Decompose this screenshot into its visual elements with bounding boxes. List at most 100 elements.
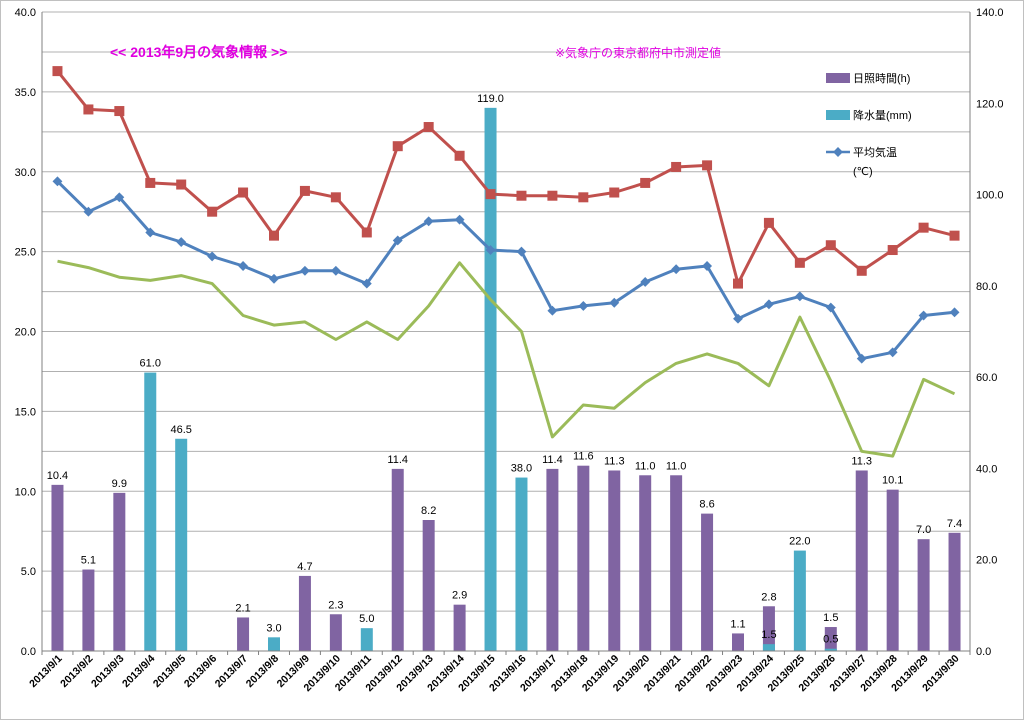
marker-temp_max	[733, 278, 743, 289]
legend-label-temp: 平均気温	[853, 145, 897, 159]
left-axis-tick-label: 30.0	[15, 167, 36, 179]
marker-temp_max	[918, 222, 929, 233]
marker-temp_avg	[269, 273, 279, 284]
right-axis-tick-label: 120.0	[976, 98, 1004, 110]
marker-temp_max	[392, 141, 403, 152]
bar-rain	[360, 628, 373, 651]
marker-temp_avg	[794, 291, 805, 302]
marker-temp_avg	[52, 176, 63, 187]
line-temp_max	[56, 70, 955, 286]
bar-series	[51, 107, 961, 652]
bar-sunshine	[298, 575, 311, 651]
marker-temp_max	[763, 217, 774, 228]
data-label-sunshine: 5.1	[81, 555, 96, 567]
marker-temp_max	[145, 177, 156, 188]
marker-temp_max	[361, 227, 372, 238]
marker-temp_avg	[392, 235, 403, 246]
marker-temp_avg	[176, 237, 187, 247]
data-label-rain: 1.5	[761, 629, 776, 641]
data-label-sunshine: 11.4	[542, 454, 563, 466]
marker-temp_avg	[516, 246, 527, 257]
bar-rain	[484, 107, 497, 652]
marker-temp_max	[83, 104, 94, 115]
marker-temp_avg	[547, 305, 558, 316]
bar-sunshine	[855, 470, 868, 651]
marker-temp_max	[794, 257, 805, 268]
marker-temp_max	[176, 179, 187, 190]
bar-sunshine	[577, 465, 590, 651]
bar-sunshine	[886, 489, 899, 651]
right-axis-tick-label: 0.0	[976, 646, 991, 658]
data-label-sunshine: 9.9	[112, 478, 127, 490]
bar-sunshine	[701, 513, 714, 651]
data-label-sunshine: 11.4	[387, 454, 408, 466]
bar-sunshine	[670, 475, 683, 651]
left-axis-tick-label: 10.0	[15, 486, 36, 498]
marker-temp_avg	[361, 278, 372, 289]
bar-sunshine	[391, 468, 404, 651]
marker-temp_max	[330, 192, 341, 203]
marker-temp_avg	[609, 297, 620, 308]
marker-temp_max	[207, 206, 218, 217]
right-axis-tick-label: 20.0	[976, 555, 997, 567]
bar-rain	[144, 372, 157, 651]
marker-temp_max	[454, 150, 465, 161]
left-axis-tick-label: 40.0	[15, 7, 36, 19]
data-label-sunshine: 1.5	[823, 612, 838, 624]
bar-rain	[824, 648, 837, 651]
bar-sunshine	[639, 475, 652, 651]
bar-sunshine	[329, 614, 342, 651]
marker-temp_avg	[856, 353, 867, 364]
left-axis-tick-label: 5.0	[21, 566, 36, 578]
data-label-rain: 3.0	[266, 622, 281, 634]
data-label-rain: 119.0	[477, 93, 504, 105]
legend-marker-temp	[833, 147, 843, 157]
bar-sunshine	[546, 468, 559, 651]
left-axis-tick-label: 35.0	[15, 87, 36, 99]
bar-sunshine	[762, 606, 775, 651]
gridlines	[42, 11, 970, 652]
marker-temp_avg	[485, 245, 496, 255]
legend-swatch-rain	[826, 110, 850, 120]
data-label-sunshine: 7.0	[916, 524, 931, 536]
right-axis-tick-label: 80.0	[976, 281, 997, 293]
data-label-rain: 38.0	[511, 463, 532, 475]
marker-temp_avg	[887, 347, 898, 358]
marker-temp_max	[52, 66, 63, 77]
bar-rain	[175, 438, 188, 651]
left-axis-tick-label: 25.0	[15, 247, 36, 259]
marker-temp_avg	[238, 261, 249, 271]
data-label-rain: 0.5	[823, 634, 838, 646]
data-label-rain: 46.5	[170, 424, 191, 436]
bar-sunshine	[422, 520, 435, 651]
marker-temp_max	[547, 190, 558, 201]
bar-sunshine	[917, 539, 930, 651]
marker-temp_avg	[330, 265, 341, 276]
data-label-sunshine: 11.6	[573, 451, 594, 463]
marker-temp_avg	[83, 206, 94, 217]
chart-title: << 2013年9月の気象情報 >>	[110, 44, 287, 60]
marker-temp_max	[269, 230, 279, 241]
data-label-sunshine: 4.7	[297, 561, 312, 573]
data-label-sunshine: 11.0	[635, 460, 656, 472]
bar-rain	[793, 550, 806, 651]
right-axis-tick-label: 100.0	[976, 190, 1004, 202]
data-labels: 10.4 5.1 9.9 2.1 4.7 2.3 11.4 8.2 2.9 11.4 11.6 11.…	[47, 93, 962, 646]
marker-temp_avg	[114, 192, 125, 203]
marker-temp_avg	[671, 264, 682, 275]
data-label-sunshine: 10.1	[882, 475, 903, 487]
right-axis-tick-label: 40.0	[976, 463, 997, 475]
data-label-sunshine: 2.9	[452, 590, 467, 602]
data-label-rain: 22.0	[789, 536, 810, 548]
marker-temp_avg	[640, 277, 651, 287]
marker-temp_avg	[702, 261, 713, 271]
data-label-sunshine: 11.3	[851, 455, 872, 467]
data-label-sunshine: 8.6	[699, 499, 714, 511]
marker-temp_avg	[733, 313, 743, 324]
marker-temp_max	[887, 245, 898, 256]
bar-sunshine	[948, 532, 961, 651]
marker-temp_avg	[454, 214, 465, 225]
marker-temp_max	[949, 230, 960, 241]
